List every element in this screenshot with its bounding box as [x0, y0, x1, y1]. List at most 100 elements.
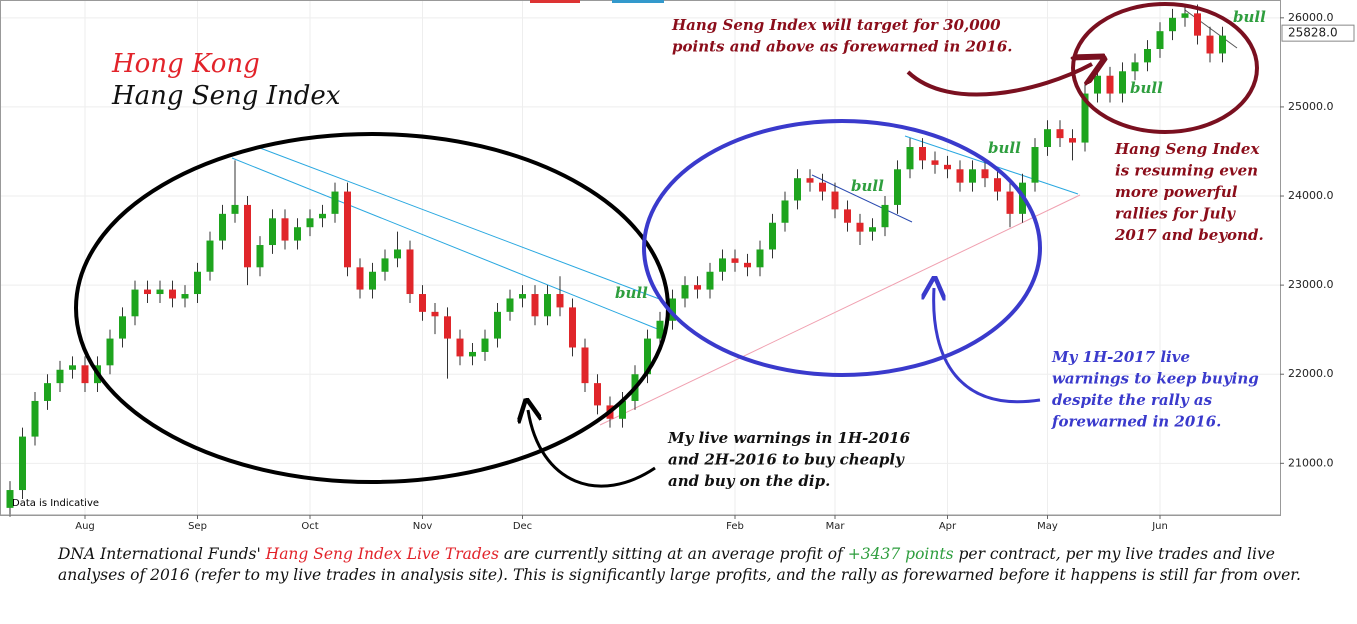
candle-body [794, 178, 801, 201]
candle-body [256, 245, 264, 268]
candle-body [756, 249, 764, 268]
candle-body [106, 338, 114, 366]
footer-text: DNA International Funds' [58, 545, 266, 563]
candle-body [1206, 35, 1214, 54]
candle-body [906, 147, 914, 170]
bull-label: bull [1130, 79, 1163, 97]
chart: Hong Kong Hang Seng Index Data is Indica… [0, 0, 1355, 532]
candle-body [994, 178, 1001, 192]
candle-body [981, 169, 989, 179]
trend-line [811, 174, 913, 223]
candle-body [556, 294, 564, 308]
x-tick-label: Aug [75, 521, 95, 532]
bull-label: bull [1233, 8, 1266, 26]
candle-body [194, 271, 201, 295]
note: Data is Indicative [12, 498, 99, 509]
highlight-ellipse [642, 119, 1042, 377]
trend-line [1184, 9, 1238, 49]
candle-body [406, 249, 414, 295]
candle-body [131, 289, 139, 317]
candle-body [456, 338, 464, 357]
y-tick-label: 26000.0 [1288, 11, 1334, 24]
candle-body [519, 294, 526, 299]
footer-text: +3437 points [847, 545, 954, 563]
candle-body [1056, 129, 1064, 139]
y-tick-label: 23000.0 [1288, 278, 1334, 291]
candle-body [881, 204, 889, 228]
candle-body [419, 294, 426, 312]
candle-body [956, 169, 964, 183]
candle-body [1131, 62, 1139, 72]
candle-body [56, 369, 64, 384]
trend-line [231, 157, 661, 331]
annotation: despite the rally as [1052, 391, 1213, 409]
candle-body [19, 436, 26, 491]
chart-title: Hang Seng Index [111, 81, 341, 111]
chart-title: Hong Kong [111, 49, 260, 79]
candle-body [681, 285, 689, 299]
candle-body [69, 365, 76, 370]
trend-line [599, 194, 1081, 426]
candle-body [319, 213, 326, 219]
candle-body [156, 289, 164, 295]
candle-body [231, 204, 239, 214]
candle-body [144, 289, 151, 295]
candle-body [344, 191, 351, 268]
candle-body [1069, 138, 1076, 143]
x-tick-label: Dec [513, 521, 532, 532]
candle-body [444, 316, 451, 339]
x-tick-label: Feb [726, 521, 744, 532]
y-tick-label: 22000.0 [1288, 367, 1334, 380]
candle-body [544, 294, 551, 317]
arrow [934, 288, 1041, 404]
candle-body [781, 200, 789, 223]
x-tick-label: Sep [188, 521, 207, 532]
candle-body [181, 294, 189, 299]
candle-body [531, 294, 539, 317]
candle-body [1106, 75, 1114, 94]
candle-body [494, 311, 501, 339]
candle-body [806, 178, 814, 183]
candle-body [119, 316, 126, 339]
candle-body [331, 191, 339, 214]
annotation: My 1H-2017 live [1051, 348, 1190, 366]
candle-body [644, 338, 651, 375]
candle-body [31, 400, 39, 437]
footer-text: Hang Seng Index Live Trades [265, 545, 499, 563]
bull-label: bull [988, 139, 1021, 157]
candle-body [381, 258, 389, 272]
candle-body [706, 271, 714, 290]
bull-label: bull [615, 284, 648, 302]
candle-body [894, 169, 901, 205]
candle-body [594, 383, 601, 406]
current-label: 25828.0 [1288, 26, 1338, 40]
candle-body [169, 289, 176, 299]
footer-text: are currently sitting at an average prof… [498, 545, 848, 563]
annotation: and buy on the dip. [668, 472, 830, 490]
candle-body [569, 307, 576, 348]
candle-body [294, 227, 301, 241]
candle-body [856, 222, 864, 232]
candle-body [369, 271, 376, 290]
x-tick-label: Oct [301, 521, 318, 532]
candle-body [1031, 147, 1039, 183]
candle-body [1156, 31, 1164, 50]
arrow [906, 64, 1092, 97]
bull-label: bull [851, 177, 884, 195]
candle-body [219, 213, 226, 241]
candle-body [719, 258, 726, 272]
x-tick-label: Jun [1151, 521, 1168, 532]
candle-body [581, 347, 589, 384]
tab [530, 0, 580, 3]
candle-body [769, 222, 776, 250]
x-tick-label: Nov [413, 521, 433, 532]
y-tick-label: 24000.0 [1288, 189, 1334, 202]
arrow [528, 410, 656, 488]
candle-body [269, 218, 276, 246]
annotation: forewarned in 2016. [1051, 413, 1221, 431]
candle-body [469, 351, 476, 357]
x-tick-label: Mar [826, 521, 846, 532]
candle-body [1094, 75, 1101, 94]
y-tick-label: 25000.0 [1288, 100, 1334, 113]
